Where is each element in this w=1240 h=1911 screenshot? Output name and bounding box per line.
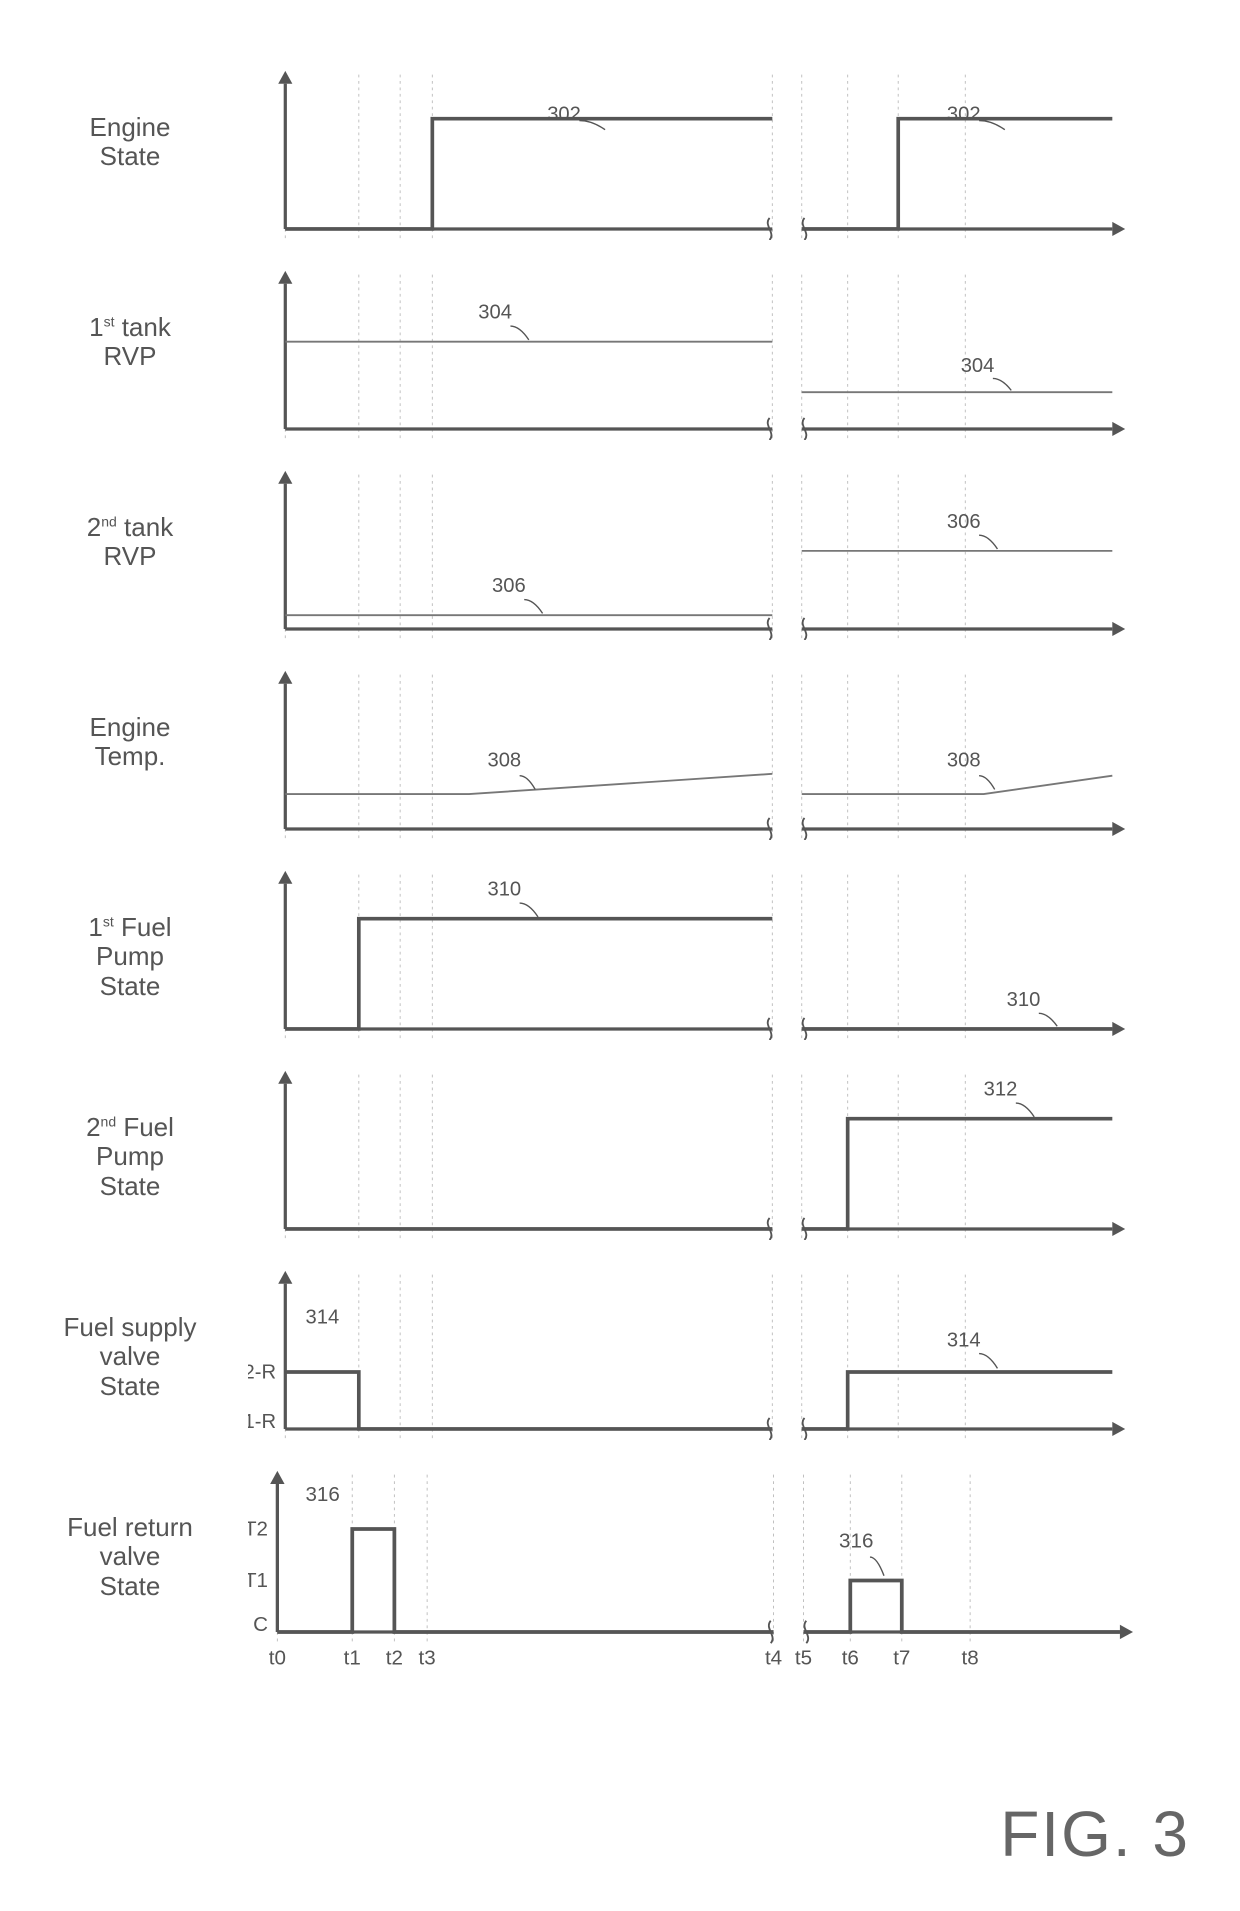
row-second-tank-rvp: 2nd tankRVP 306 306	[0, 470, 1240, 640]
plot-engine-temp: 308 308	[248, 670, 1168, 840]
svg-text:308: 308	[947, 749, 981, 771]
svg-text:316: 316	[839, 1530, 873, 1553]
label-fuel-return-valve: Fuel returnvalveState	[40, 1513, 220, 1603]
plot-second-fuel-pump: 312	[248, 1070, 1168, 1240]
page: { "geometry": { "plot_left_px": 248, "pl…	[0, 0, 1240, 1911]
svg-text:310: 310	[1007, 989, 1041, 1011]
svg-text:310: 310	[487, 879, 521, 901]
plot-second-tank-rvp: 306 306	[248, 470, 1168, 640]
svg-text:R-T2: R-T2	[248, 1518, 268, 1541]
svg-text:t5: t5	[795, 1647, 812, 1670]
label-fuel-supply-valve: Fuel supplyvalveState	[40, 1313, 220, 1403]
plot-first-tank-rvp: 304 304	[248, 270, 1168, 440]
plot-fuel-supply-valve: T2-R T1-R 314 314	[248, 1270, 1168, 1440]
svg-text:t6: t6	[842, 1647, 859, 1670]
svg-text:316: 316	[305, 1483, 339, 1506]
svg-text:302: 302	[947, 104, 981, 126]
label-engine-temp: EngineTemp.	[40, 713, 220, 773]
figure-caption: FIG. 3	[1000, 1797, 1190, 1871]
svg-text:t7: t7	[893, 1647, 910, 1670]
svg-text:306: 306	[492, 575, 526, 597]
svg-text:306: 306	[947, 511, 981, 533]
svg-text:R-T1: R-T1	[248, 1569, 268, 1592]
svg-text:t0: t0	[269, 1647, 286, 1670]
svg-text:t3: t3	[419, 1647, 436, 1670]
row-fuel-return-valve: Fuel returnvalveStateR-T2R-T1C316316t0t1…	[0, 1470, 1240, 1640]
row-engine-temp: EngineTemp. 308 308	[0, 670, 1240, 840]
svg-text:t2: t2	[386, 1647, 403, 1670]
svg-text:302: 302	[547, 104, 581, 126]
label-engine-state: EngineState	[40, 113, 220, 173]
plot-fuel-return-valve: R-T2 R-T1 C 316 316 t0 t1 t2 t3 t4 t5 t6 t7 t8	[248, 1470, 1168, 1690]
label-second-fuel-pump: 2nd FuelPumpState	[40, 1113, 220, 1203]
label-second-tank-rvp: 2nd tankRVP	[40, 513, 220, 573]
svg-text:t4: t4	[765, 1647, 782, 1670]
svg-text:C: C	[253, 1613, 268, 1636]
row-first-tank-rvp: 1st tankRVP 304 304	[0, 270, 1240, 440]
svg-text:T2-R: T2-R	[248, 1361, 276, 1383]
svg-text:t8: t8	[962, 1647, 979, 1670]
svg-text:304: 304	[961, 355, 995, 377]
label-first-tank-rvp: 1st tankRVP	[40, 313, 220, 373]
row-second-fuel-pump: 2nd FuelPumpState 312	[0, 1070, 1240, 1240]
row-engine-state: EngineState 302 302	[0, 70, 1240, 240]
svg-text:314: 314	[947, 1329, 981, 1351]
label-first-fuel-pump: 1st FuelPumpState	[40, 913, 220, 1003]
row-first-fuel-pump: 1st FuelPumpState 310 310	[0, 870, 1240, 1040]
row-fuel-supply-valve: Fuel supplyvalveState T2-R T1-R 314 314	[0, 1270, 1240, 1440]
svg-text:308: 308	[487, 749, 521, 771]
plot-first-fuel-pump: 310 310	[248, 870, 1168, 1040]
plot-engine-state: 302 302	[248, 70, 1168, 240]
svg-text:312: 312	[984, 1079, 1018, 1101]
svg-text:t1: t1	[344, 1647, 361, 1670]
svg-text:T1-R: T1-R	[248, 1411, 276, 1433]
svg-text:304: 304	[478, 302, 512, 324]
svg-text:314: 314	[306, 1306, 340, 1328]
